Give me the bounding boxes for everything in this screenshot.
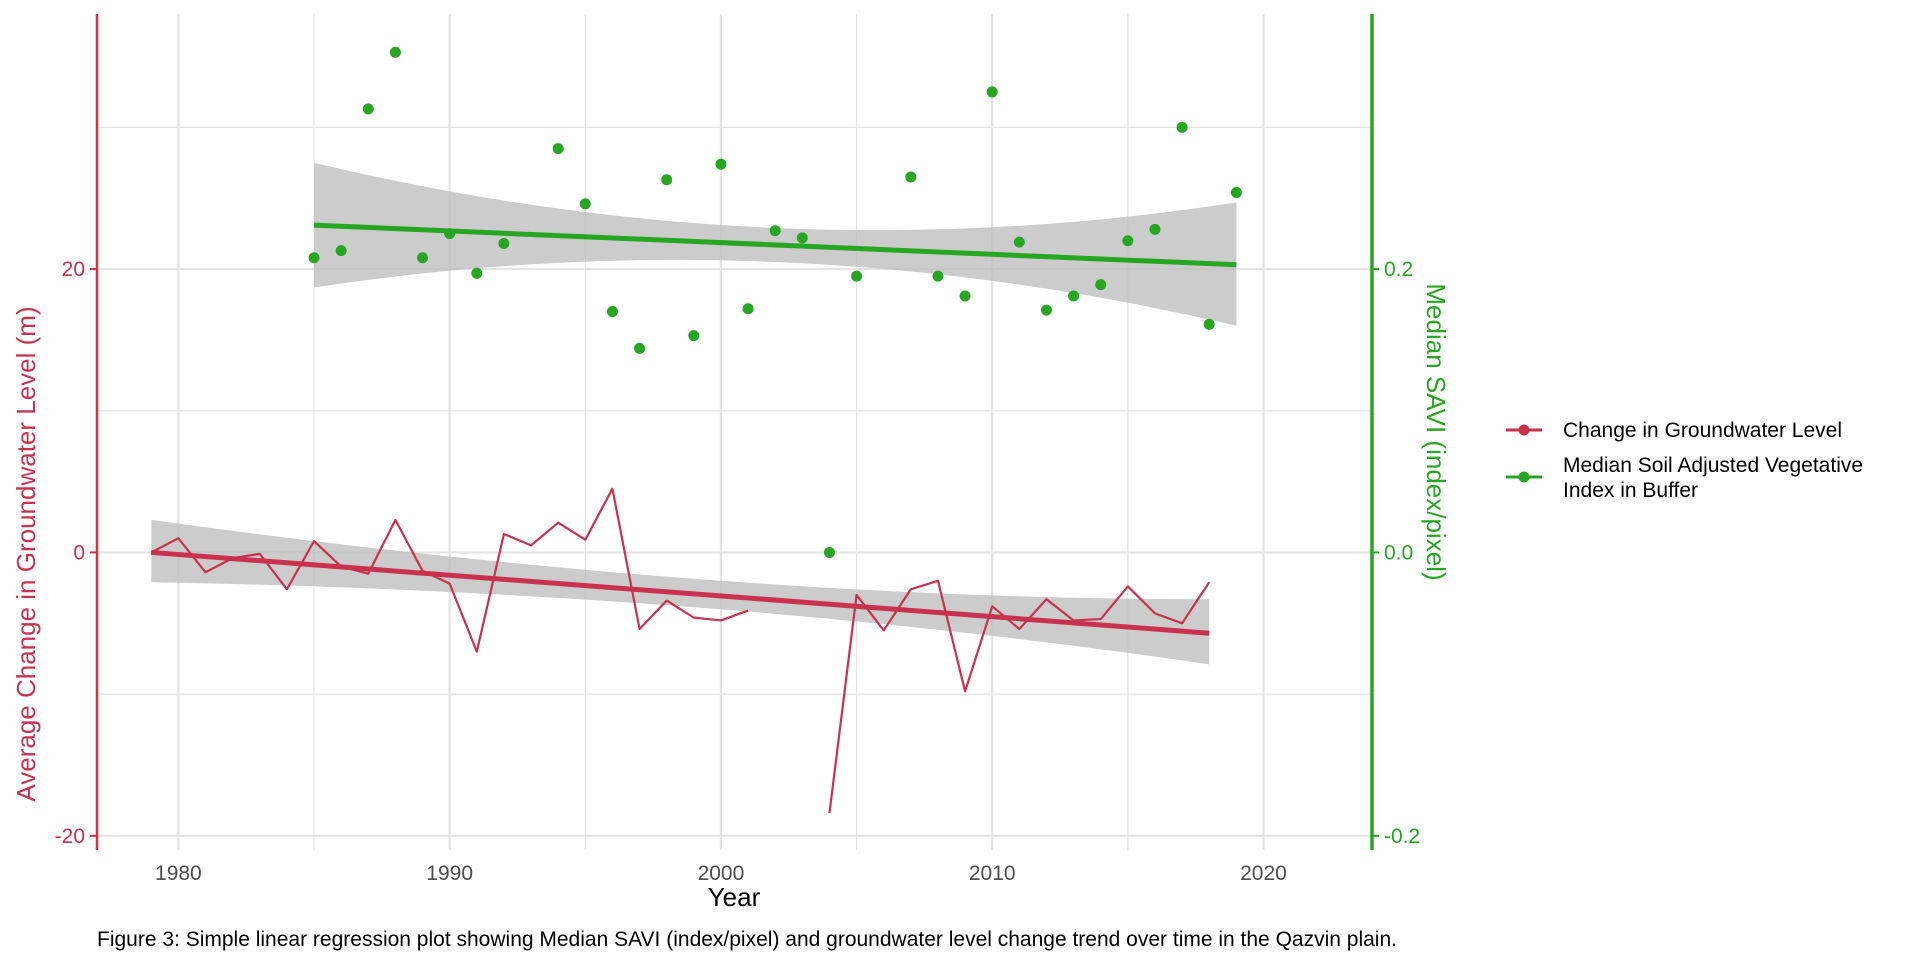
legend-label-groundwater: Change in Groundwater Level [1563,419,1842,442]
savi-point [1122,235,1134,247]
x-tick-label: 2000 [698,862,745,885]
y-tick-label: 20 [62,258,85,281]
savi-point [905,171,917,183]
regression-lines [151,222,1237,636]
figure-caption: Figure 3: Simple linear regression plot … [97,928,1397,951]
x-axis-title: Year [708,882,761,912]
savi-point [389,46,401,58]
legend-key-savi-point [1518,471,1530,483]
savi-point [308,252,320,264]
legend: Change in Groundwater Level Median Soil … [1506,419,1869,502]
savi-point [959,290,971,302]
savi-point [417,252,429,264]
savi-point [1013,236,1025,248]
savi-point [986,86,998,98]
y2-tick-label: -0.2 [1384,825,1420,848]
legend-label-savi-line2: Index in Buffer [1563,479,1698,502]
savi-points [308,46,1242,558]
savi-point [742,303,754,315]
savi-point [579,198,591,210]
tick-labels: -20 0 20 -0.2 0.0 0.2 1980 1990 2000 2010 2020 [55,258,1421,885]
legend-label-savi-line1: Median Soil Adjusted Vegetative [1563,454,1863,477]
savi-point [552,143,564,155]
savi-trend-line [313,222,1237,268]
x-tick-label: 1980 [155,862,202,885]
savi-point [1203,318,1215,330]
savi-point [796,232,808,244]
y-tick-label: 0 [73,541,85,564]
groundwater-line-segment [828,579,1211,814]
y2-tick-label: 0.0 [1384,541,1413,564]
savi-point [1176,121,1188,133]
savi-point [444,228,456,240]
y2-axis-title: Median SAVI (index/pixel) [1421,283,1451,580]
savi-point [1040,304,1052,316]
savi-point [1095,279,1107,291]
axes [90,14,1379,850]
y2-tick-label: 0.2 [1384,258,1413,281]
savi-point [606,306,618,318]
savi-point [688,330,700,342]
savi-point [769,225,781,237]
y-axis-title: Average Change in Groundwater Level (m) [11,306,41,801]
savi-point [851,270,863,282]
savi-point [471,267,483,279]
savi-point [715,158,727,170]
savi-point [498,238,510,250]
x-tick-label: 2020 [1240,862,1287,885]
gridlines [97,14,1372,850]
y-tick-label: -20 [55,825,85,848]
savi-point [634,342,646,354]
savi-point [661,174,673,186]
savi-point [335,245,347,257]
savi-point [1149,223,1161,235]
legend-label-savi: Median Soil Adjusted Vegetative Index in… [1563,454,1869,502]
savi-point [932,270,944,282]
savi-point [1068,290,1080,302]
legend-key-groundwater-point [1518,424,1530,436]
series-lines [150,487,1211,814]
x-tick-label: 1990 [426,862,473,885]
savi-point [1230,187,1242,199]
groundwater-line-segment [150,487,749,653]
groundwater-trend-line [151,549,1210,636]
x-tick-label: 2010 [969,862,1016,885]
savi-point [362,103,374,115]
savi-point [823,546,835,558]
